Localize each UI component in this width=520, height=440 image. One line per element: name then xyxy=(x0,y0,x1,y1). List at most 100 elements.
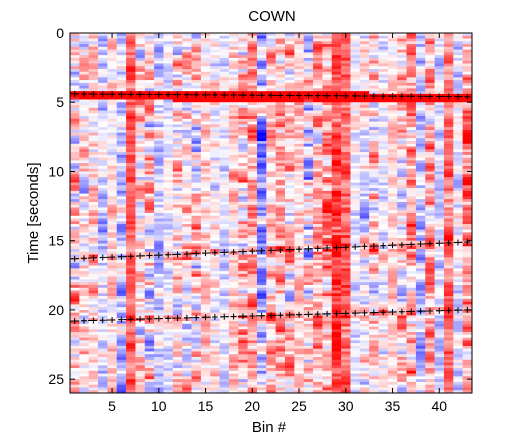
heatmap-cell xyxy=(219,171,230,175)
heatmap-cell xyxy=(406,257,417,261)
heatmap-cell xyxy=(406,229,417,233)
heatmap-cell xyxy=(126,321,136,325)
heatmap-cell xyxy=(406,254,417,258)
heatmap-cell xyxy=(266,174,276,178)
heatmap-cell xyxy=(126,154,136,158)
heatmap-cell xyxy=(378,379,389,383)
heatmap-cell xyxy=(294,52,305,56)
heatmap-cell xyxy=(172,340,183,344)
heatmap-cell xyxy=(313,57,323,61)
heatmap-cell xyxy=(182,129,192,133)
heatmap-cell xyxy=(135,309,146,313)
heatmap-cell xyxy=(256,60,267,64)
heatmap-cell xyxy=(172,343,183,347)
heatmap-cell xyxy=(182,235,192,239)
heatmap-cell xyxy=(79,121,89,125)
heatmap-cell xyxy=(79,362,89,366)
heatmap-cell xyxy=(98,88,108,92)
heatmap-cell xyxy=(322,332,333,336)
heatmap-cell xyxy=(116,143,127,147)
heatmap-cell xyxy=(313,132,323,136)
heatmap-cell xyxy=(98,265,108,269)
heatmap-cell xyxy=(182,41,192,45)
heatmap-cell xyxy=(191,182,202,186)
heatmap-cell xyxy=(228,116,239,120)
heatmap-cell xyxy=(322,152,333,156)
heatmap-cell xyxy=(331,182,342,186)
heatmap-cell xyxy=(191,309,202,313)
heatmap-cell xyxy=(210,268,220,272)
heatmap-cell xyxy=(369,279,379,283)
heatmap-cell xyxy=(397,113,407,117)
heatmap-cell xyxy=(369,118,379,122)
heatmap-cell xyxy=(228,257,239,261)
heatmap-cell xyxy=(303,99,314,103)
heatmap-cell xyxy=(126,237,136,241)
heatmap-cell xyxy=(406,99,417,103)
heatmap-cell xyxy=(331,46,342,50)
heatmap-cell xyxy=(154,232,164,236)
heatmap-cell xyxy=(415,143,426,147)
heatmap-cell xyxy=(275,251,286,255)
heatmap-cell xyxy=(126,146,136,150)
heatmap-cell xyxy=(70,157,80,161)
heatmap-cell xyxy=(163,373,174,377)
heatmap-cell xyxy=(406,85,417,89)
heatmap-cell xyxy=(387,332,398,336)
heatmap-cell xyxy=(425,102,435,106)
heatmap-cell xyxy=(116,323,127,327)
heatmap-cell xyxy=(387,196,398,200)
heatmap-cell xyxy=(88,127,99,131)
heatmap-cell xyxy=(200,46,211,50)
heatmap-cell xyxy=(116,226,127,230)
heatmap-cell xyxy=(126,271,136,275)
heatmap-cell xyxy=(191,196,202,200)
heatmap-cell xyxy=(341,321,351,325)
heatmap-cell xyxy=(275,235,286,239)
heatmap-cell xyxy=(369,301,379,305)
heatmap-cell xyxy=(144,293,155,297)
heatmap-cell xyxy=(219,57,230,61)
heatmap-cell xyxy=(369,290,379,294)
heatmap-cell xyxy=(70,340,80,344)
heatmap-cell xyxy=(359,110,370,114)
heatmap-cell xyxy=(70,190,80,194)
heatmap-cell xyxy=(294,318,305,322)
heatmap-cell xyxy=(126,80,136,84)
heatmap-cell xyxy=(144,240,155,244)
heatmap-cell xyxy=(341,141,351,145)
heatmap-cell xyxy=(397,35,407,39)
heatmap-cell xyxy=(369,357,379,361)
heatmap-cell xyxy=(406,237,417,241)
heatmap-cell xyxy=(322,41,333,45)
heatmap-cell xyxy=(182,163,192,167)
heatmap-cell xyxy=(256,57,267,61)
heatmap-cell xyxy=(397,105,407,109)
heatmap-cell xyxy=(285,52,295,56)
heatmap-cell xyxy=(70,240,80,244)
heatmap-cell xyxy=(79,251,89,255)
heatmap-cell xyxy=(397,293,407,297)
heatmap-cell xyxy=(210,290,220,294)
heatmap-cell xyxy=(228,390,239,394)
heatmap-cell xyxy=(415,260,426,264)
heatmap-cell xyxy=(303,38,314,42)
heatmap-cell xyxy=(247,80,258,84)
heatmap-cell xyxy=(200,138,211,142)
heatmap-cell xyxy=(135,163,146,167)
heatmap-cell xyxy=(247,74,258,78)
heatmap-cell xyxy=(406,46,417,50)
heatmap-cell xyxy=(228,168,239,172)
heatmap-cell xyxy=(303,66,314,70)
heatmap-cell xyxy=(359,154,370,158)
heatmap-cell xyxy=(256,318,267,322)
heatmap-cell xyxy=(331,226,342,230)
heatmap-cell xyxy=(341,240,351,244)
heatmap-cell xyxy=(406,102,417,106)
heatmap-cell xyxy=(331,304,342,308)
heatmap-cell xyxy=(247,44,258,48)
heatmap-cell xyxy=(154,334,164,338)
heatmap-cell xyxy=(285,82,295,86)
heatmap-cell xyxy=(256,99,267,103)
heatmap-cell xyxy=(163,390,174,394)
